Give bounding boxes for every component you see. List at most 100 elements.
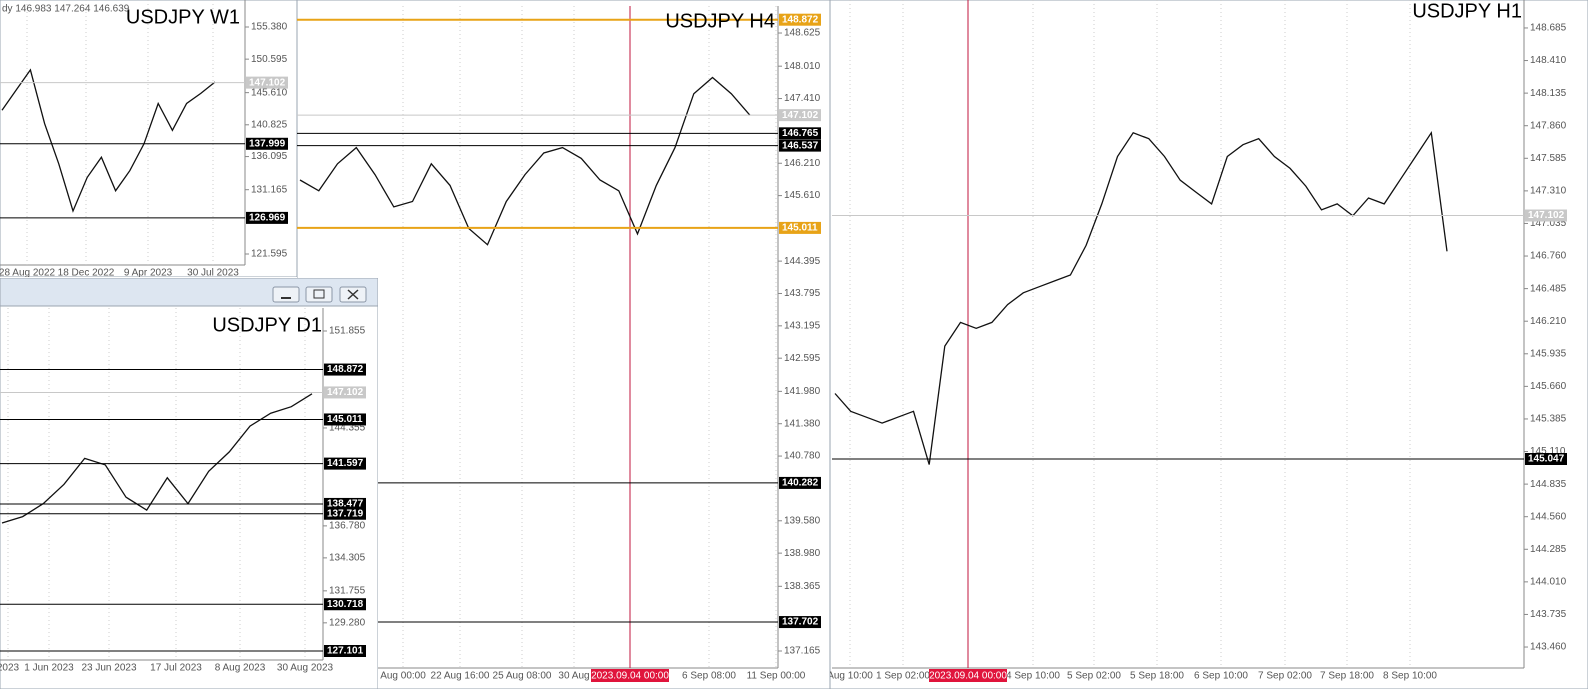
date-label: 17 Jul 2023 (150, 663, 202, 674)
y-tick-label: 150.595 (251, 54, 288, 65)
date-label: 2023 (0, 663, 20, 674)
chart-window: Aug 10:00 1 Sep 02:00 4 Sep 10:00 5 Sep 02:… (827, 0, 1588, 689)
level-label-bg (324, 457, 366, 470)
level-label: 137.999 (249, 138, 286, 149)
y-tick-label: 147.860 (1530, 120, 1567, 131)
y-tick-label: 147.410 (784, 93, 821, 104)
y-tick-label: 134.305 (329, 553, 366, 564)
level-label-bg (324, 497, 366, 510)
date-label: 30 Aug (558, 671, 589, 682)
level-label-bg (324, 598, 366, 611)
y-tick-label: 121.595 (251, 249, 288, 260)
level-label-bg (246, 76, 288, 89)
level-label-bg (246, 137, 288, 150)
y-tick-label: 145.935 (1530, 348, 1567, 359)
maximize-button[interactable] (305, 286, 333, 303)
y-tick-label: 147.310 (1530, 186, 1567, 197)
level-label: 137.702 (782, 617, 819, 628)
y-tick-label: 140.825 (251, 119, 288, 130)
price-line (834, 130, 1448, 465)
y-tick-label: 143.795 (784, 288, 821, 299)
minimize-button[interactable] (272, 286, 300, 303)
chart-title: USDJPY D1 (212, 314, 322, 336)
level-label: 147.102 (782, 110, 819, 121)
date-label: 7 Sep 18:00 (1320, 671, 1374, 682)
date-label: 28 Aug 2022 (0, 268, 56, 279)
y-tick-label: 141.980 (784, 386, 821, 397)
ohlc-header: dy 146.983 147.264 146.639 (2, 4, 130, 15)
level-label: 145.047 (1528, 454, 1565, 465)
date-label: 1 Sep 02:00 (876, 671, 930, 682)
y-tick-label: 145.610 (784, 190, 821, 201)
level-label-bg (324, 645, 366, 658)
date-label: 30 Aug 2023 (277, 663, 334, 674)
y-tick-label: 136.095 (251, 151, 288, 162)
y-tick-label: 148.685 (1530, 23, 1567, 34)
level-label-bg (246, 211, 288, 224)
y-tick-label: 145.660 (1530, 381, 1567, 392)
level-label-bg (779, 476, 821, 489)
level-label-bg (779, 139, 821, 152)
date-label: Aug 10:00 (827, 671, 873, 682)
y-tick-label: 146.210 (784, 158, 821, 169)
y-tick-label: 143.460 (1530, 642, 1567, 653)
y-tick-label: 145.610 (251, 87, 288, 98)
y-tick-label: 148.010 (784, 61, 821, 72)
level-label-bg (324, 413, 366, 426)
cursor-date: 2023.09.04 00:00 (591, 671, 669, 682)
level-label-bg (779, 13, 821, 26)
y-tick-label: 145.385 (1530, 414, 1567, 425)
date-label: 22 Aug 16:00 (431, 671, 490, 682)
chart-window: 28 Aug 2022 18 Dec 2022 9 Apr 2023 30 Jul 2… (0, 0, 297, 279)
y-tick-label: 155.380 (251, 22, 288, 33)
y-tick-label: 129.280 (329, 617, 366, 628)
date-label: 5 Sep 18:00 (1130, 671, 1184, 682)
date-label: 25 Aug 08:00 (493, 671, 552, 682)
window-bg (0, 278, 378, 689)
chart-title: USDJPY W1 (126, 6, 240, 28)
level-label: 147.102 (249, 77, 286, 88)
level-label-bg (779, 109, 821, 122)
level-label-bg (779, 616, 821, 629)
y-tick-label: 143.195 (784, 320, 821, 331)
level-label-bg (1525, 209, 1567, 222)
y-tick-label: 144.010 (1530, 577, 1567, 588)
date-label: 5 Sep 02:00 (1067, 671, 1121, 682)
cursor-date-bg (929, 669, 1007, 682)
level-label: 126.969 (249, 213, 286, 224)
level-label-bg (324, 386, 366, 399)
date-label: 6 Sep 10:00 (1194, 671, 1248, 682)
chart-window: Aug 00:00 22 Aug 16:00 25 Aug 08:00 30 Aug 6… (297, 0, 830, 689)
window-bg (830, 0, 1588, 689)
y-tick-label: 141.380 (784, 418, 821, 429)
y-tick-label: 140.780 (784, 451, 821, 462)
level-label-bg (324, 363, 366, 376)
level-label: 127.101 (327, 646, 364, 657)
level-label: 147.102 (1528, 210, 1565, 221)
level-label: 137.719 (327, 508, 364, 519)
level-label: 148.872 (782, 14, 819, 25)
y-tick-label: 147.035 (1530, 218, 1567, 229)
date-label: 4 Sep 10:00 (1006, 671, 1060, 682)
level-label: 145.011 (327, 414, 363, 425)
y-tick-label: 145.110 (1530, 446, 1566, 457)
y-tick-label: 148.410 (1530, 55, 1567, 66)
y-tick-label: 131.755 (329, 585, 366, 596)
y-tick-label: 146.760 (1530, 251, 1567, 262)
y-tick-label: 143.735 (1530, 609, 1567, 620)
y-tick-label: 148.135 (1530, 88, 1567, 99)
level-label: 148.872 (327, 364, 364, 375)
level-label: 145.011 (782, 223, 818, 234)
date-label: 1 Jun 2023 (24, 663, 74, 674)
level-label: 146.537 (782, 140, 819, 151)
date-label: 23 Jun 2023 (81, 663, 136, 674)
date-label: 6 Sep 08:00 (682, 671, 736, 682)
level-label: 141.597 (327, 458, 364, 469)
level-label-bg (779, 221, 821, 234)
level-label: 146.765 (782, 128, 819, 139)
y-tick-label: 144.560 (1530, 511, 1567, 522)
y-tick-label: 144.395 (784, 256, 821, 267)
level-label: 138.477 (327, 499, 364, 510)
